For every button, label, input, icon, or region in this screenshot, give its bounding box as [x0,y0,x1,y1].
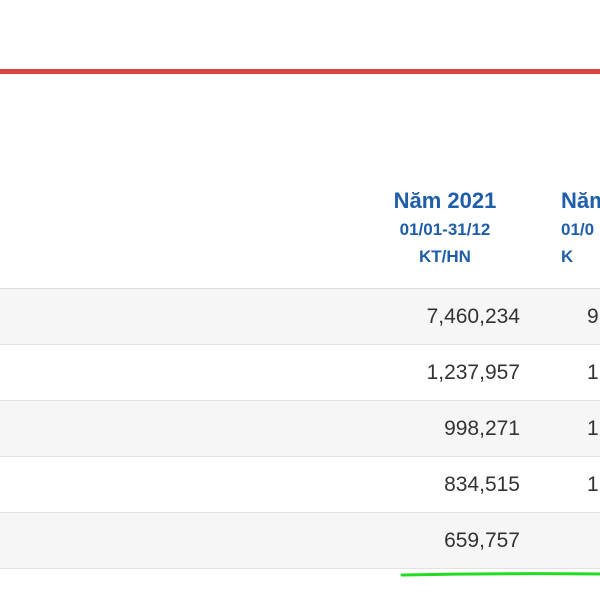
column-header-next[interactable]: Năm 01/0 K [561,186,600,270]
cell-value: 659,757 [444,529,520,552]
table-row: 7,460,234 9 [0,289,600,345]
table-row: 834,515 1 [0,457,600,513]
cell-value: 1 [587,361,599,384]
column-year: Năm 2021 [393,188,497,213]
table-row: 659,757 [0,513,600,569]
cell-value: 7,460,234 [426,305,520,328]
cell-value: 1,237,957 [426,361,520,384]
cell-value: 834,515 [444,473,520,496]
column-header-2021[interactable]: Năm 2021 01/01-31/12 KT/HN [370,186,520,270]
column-report-type: KT/HN [419,247,471,266]
column-year: Năm [561,188,600,213]
cell-value: 1 [587,417,599,440]
column-period: 01/01-31/12 [399,220,491,239]
cell-value: 998,271 [444,417,520,440]
table-row: 1,237,957 1 [0,345,600,401]
highlight-mark [400,572,600,577]
data-table-body: 7,460,234 9 1,237,957 1 998,271 1 834,51… [0,289,600,569]
cell-value: 9 [587,305,599,328]
cell-value: 1 [587,473,599,496]
column-period: 01/0 [561,220,595,239]
table-row: 998,271 1 [0,401,600,457]
column-report-type: K [561,247,574,266]
section-divider [0,69,600,74]
